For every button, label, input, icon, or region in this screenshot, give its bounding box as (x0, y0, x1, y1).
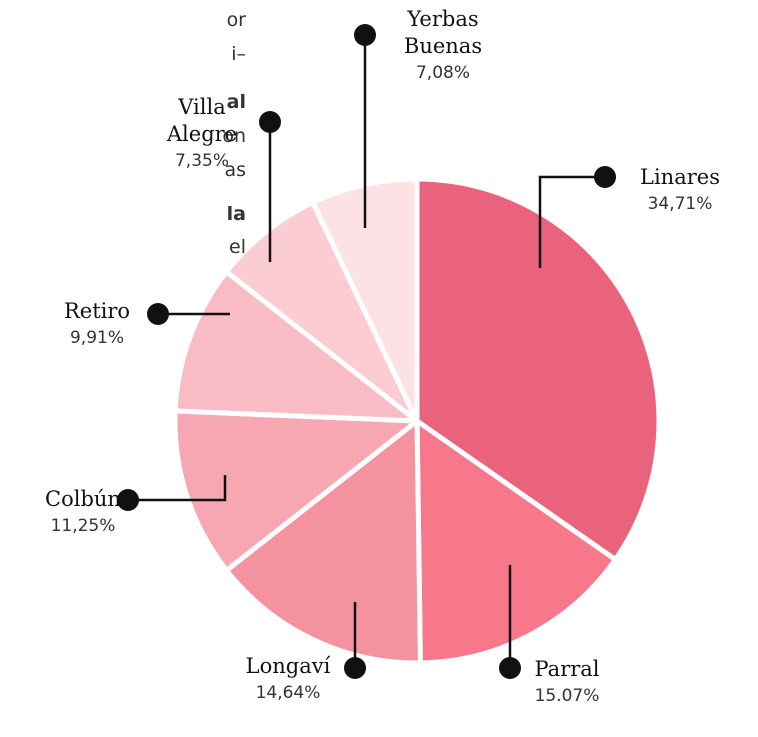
pie-slice (172, 408, 420, 573)
slice-label: Retiro 9,91% (37, 298, 157, 351)
callout-dot (354, 24, 376, 46)
slice-value: 7,35% (174, 151, 229, 171)
side-text-line: on (222, 125, 246, 147)
slice-value: 15.07% (534, 686, 600, 706)
slice-label: Villa Alegre 7,35% (157, 94, 247, 174)
callout-line (538, 175, 605, 268)
side-text-line: al (226, 91, 246, 113)
slice-label: Linares 34,71% (620, 164, 740, 217)
callout-dot (344, 657, 366, 679)
slice-label: Parral 15.07% (507, 656, 627, 709)
side-text-line: la (226, 203, 246, 225)
callout-dot (117, 489, 139, 511)
slice-value: 9,91% (69, 328, 124, 348)
side-text-line: el (229, 236, 246, 258)
slice-value: 14,64% (255, 683, 321, 703)
callout-dot (259, 111, 281, 133)
slice-value: 7,08% (415, 63, 470, 83)
slice-name: Parral (534, 657, 600, 681)
slice-name: Longaví (245, 654, 331, 678)
callout-dot (594, 166, 616, 188)
slice-label: Colbún 11,25% (23, 486, 143, 539)
slice-name: Retiro (63, 299, 131, 323)
callout-dot (147, 303, 169, 325)
callout-line (128, 475, 227, 502)
slice-name: Colbún (45, 487, 121, 511)
pie-slice (414, 418, 618, 666)
slice-label: Yerbas Buenas 7,08% (388, 6, 498, 86)
pie-slice (224, 418, 423, 666)
callout-dot (499, 657, 521, 679)
slice-name: Yerbas Buenas (403, 7, 483, 58)
side-text: or i– al on as la el (0, 0, 246, 260)
pie-slice (172, 269, 420, 424)
slice-name: Villa Alegre (166, 95, 238, 146)
side-text-line: i– (231, 43, 246, 65)
slice-value: 11,25% (50, 516, 116, 536)
slice-name: Linares (640, 165, 720, 189)
side-text-line: as (224, 159, 246, 181)
side-text-line: or (226, 9, 246, 31)
pie-slice (414, 176, 662, 563)
slice-value: 34,71% (647, 194, 713, 214)
slice-label: Longaví 14,64% (228, 653, 348, 706)
pie-slice (310, 176, 420, 424)
